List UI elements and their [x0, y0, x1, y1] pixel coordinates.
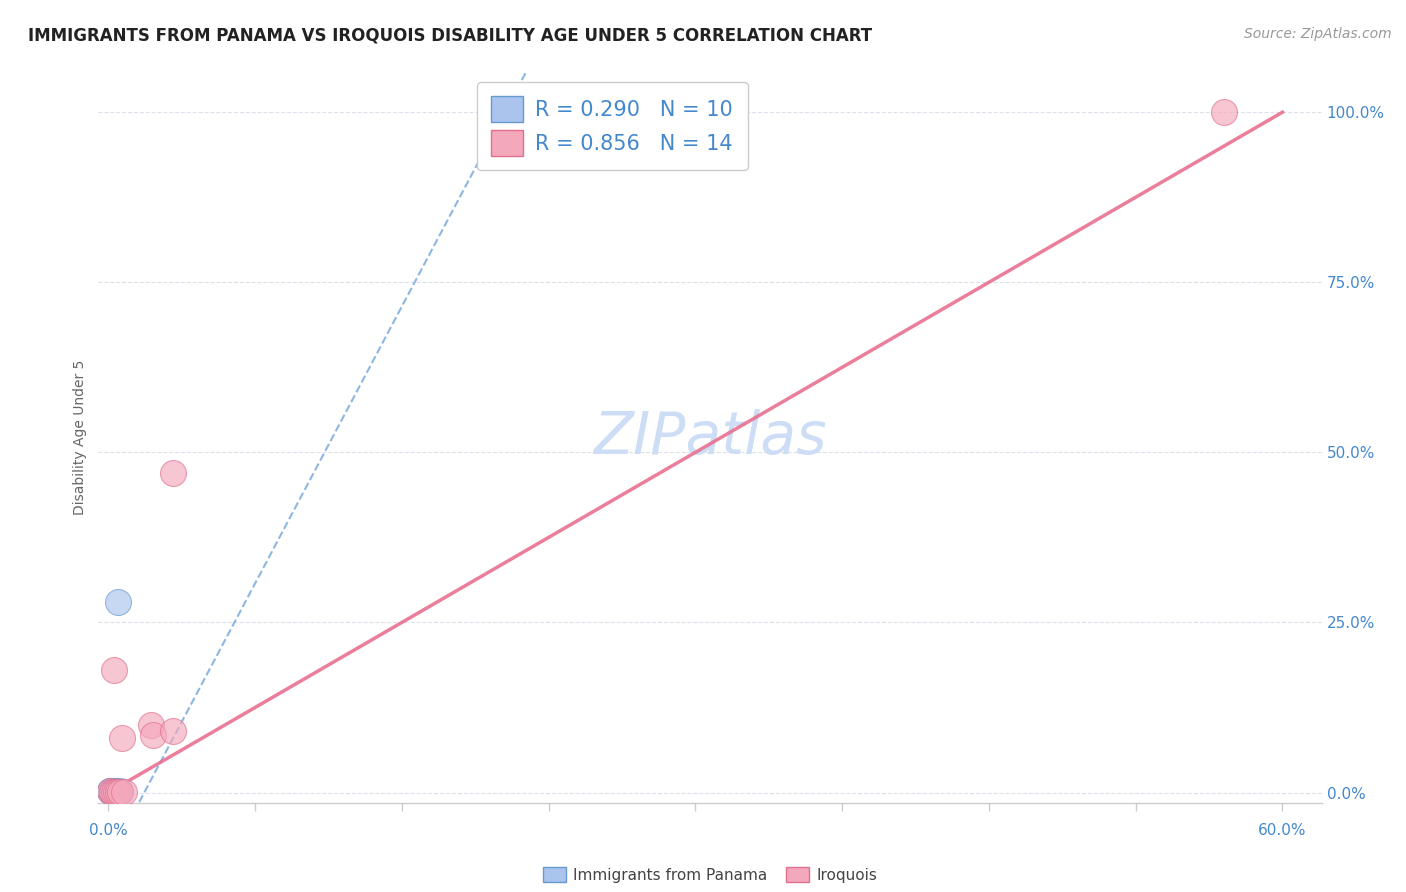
Text: 60.0%: 60.0%: [1258, 823, 1306, 838]
Point: [108, 784, 131, 798]
Text: 0.0%: 0.0%: [89, 823, 128, 838]
Point: [105, 785, 128, 799]
Point: [103, 785, 125, 799]
Point: [101, 785, 124, 799]
Point: [98, 784, 121, 798]
Point: [162, 724, 184, 739]
Text: ZIPatlas: ZIPatlas: [593, 409, 827, 466]
Point: [141, 717, 163, 731]
Text: Source: ZipAtlas.com: Source: ZipAtlas.com: [1244, 27, 1392, 41]
Point: [162, 466, 184, 480]
Point: [112, 785, 135, 799]
Point: [1212, 105, 1234, 120]
Y-axis label: Disability Age Under 5: Disability Age Under 5: [73, 359, 87, 515]
Point: [98, 783, 121, 797]
Point: [105, 784, 128, 798]
Point: [142, 728, 165, 742]
Point: [101, 784, 124, 798]
Point: [103, 785, 125, 799]
Point: [107, 785, 129, 799]
Point: [108, 785, 131, 799]
Point: [101, 785, 124, 799]
Legend: Immigrants from Panama, Iroquois: Immigrants from Panama, Iroquois: [536, 859, 884, 890]
Text: IMMIGRANTS FROM PANAMA VS IROQUOIS DISABILITY AGE UNDER 5 CORRELATION CHART: IMMIGRANTS FROM PANAMA VS IROQUOIS DISAB…: [28, 27, 872, 45]
Point: [98, 784, 121, 798]
Point: [107, 595, 129, 609]
Point: [103, 784, 125, 798]
Point: [103, 663, 125, 677]
Point: [111, 731, 134, 746]
Point: [107, 785, 129, 799]
